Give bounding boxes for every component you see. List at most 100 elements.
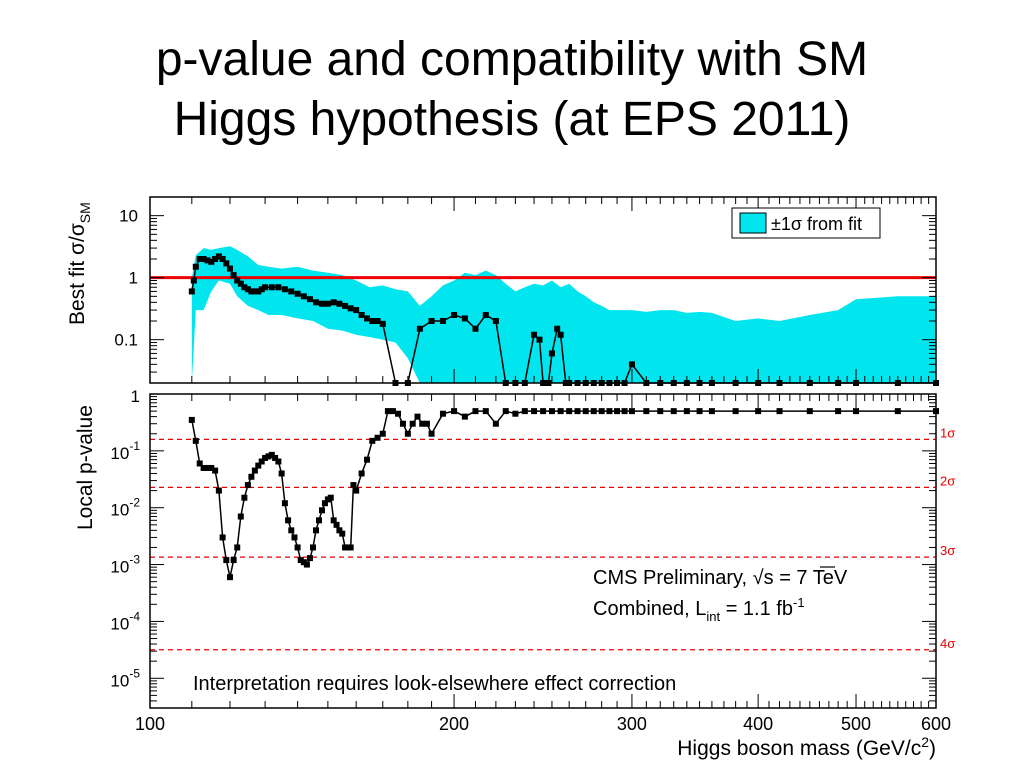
tick-exponent: -2 — [129, 496, 140, 510]
best-fit-point — [255, 288, 262, 295]
best-fit-point — [439, 318, 446, 324]
cms-line2-pre: Combined, L — [593, 598, 706, 620]
p-value-point — [241, 494, 248, 501]
p-value-point — [258, 458, 265, 465]
best-fit-point — [219, 256, 226, 262]
p-value-point — [548, 408, 555, 415]
x-tick-label: 100 — [135, 714, 165, 734]
tick-mantissa: 10 — [110, 671, 129, 690]
best-fit-point — [294, 290, 301, 297]
bottom-y-tick-label: 1 — [131, 387, 140, 406]
bottom-y-tick-labels: 110-110-210-310-410-5 — [110, 387, 140, 690]
best-fit-point — [369, 318, 376, 324]
best-fit-point — [324, 300, 331, 307]
best-fit-point — [234, 277, 241, 284]
best-fit-point — [200, 256, 207, 262]
p-value-point — [428, 430, 435, 437]
p-value-point — [894, 408, 901, 415]
p-value-point — [316, 517, 323, 524]
p-value-point — [557, 408, 564, 415]
p-value-point — [321, 500, 328, 507]
best-fit-point — [342, 302, 349, 309]
p-value-point — [230, 557, 237, 564]
p-value-point — [268, 451, 275, 458]
best-fit-point — [223, 260, 230, 267]
sqrt-symbol: √ — [753, 567, 764, 589]
p-value-point — [251, 467, 258, 474]
p-value-point — [606, 408, 613, 415]
p-value-point — [708, 408, 715, 415]
best-fit-point — [275, 284, 282, 291]
bottom-y-tick-label: 10-5 — [110, 666, 140, 690]
p-value-point — [192, 437, 199, 444]
bottom-panel-background — [150, 394, 936, 708]
cms-annotation-line2: Combined, Lint = 1.1 fb-1 — [593, 595, 805, 624]
top-y-tick-label: 10 — [119, 207, 138, 226]
p-value-point — [582, 408, 589, 415]
p-value-point — [226, 574, 233, 581]
p-value-point — [285, 517, 292, 524]
p-value-point — [696, 408, 703, 415]
cms-line2-sub: int — [706, 609, 720, 624]
legend: ±1σ from fit — [731, 207, 881, 239]
x-axis-label-sup: 2 — [921, 734, 929, 750]
best-fit-point — [196, 256, 203, 262]
p-value-point — [318, 507, 325, 514]
p-value-point — [237, 513, 244, 520]
p-value-point — [200, 464, 207, 471]
top-y-axis-label: Best fit σ/σSM — [66, 202, 93, 325]
p-value-point — [614, 408, 621, 415]
p-value-point — [399, 420, 406, 427]
p-value-point — [574, 408, 581, 415]
best-fit-point — [281, 286, 288, 293]
p-value-point — [566, 408, 573, 415]
best-fit-point — [237, 280, 244, 287]
p-value-point — [281, 500, 288, 507]
p-value-point — [657, 408, 664, 415]
p-value-point — [306, 555, 313, 562]
p-value-point — [598, 408, 605, 415]
tick-mantissa: 10 — [110, 614, 129, 633]
p-value-point — [313, 527, 320, 534]
p-value-point — [255, 462, 262, 469]
p-value-point — [531, 408, 538, 415]
tick-mantissa: 10 — [110, 501, 129, 520]
p-value-point — [389, 408, 396, 415]
p-value-point — [628, 408, 635, 415]
best-fit-point — [472, 325, 479, 332]
best-fit-point — [300, 293, 307, 300]
best-fit-point — [536, 336, 543, 343]
p-value-point — [482, 408, 489, 415]
fit-band — [191, 246, 937, 383]
p-value-point — [439, 410, 446, 417]
p-value-point — [414, 413, 421, 420]
best-fit-point — [306, 296, 313, 303]
p-value-point — [643, 408, 650, 415]
sigma-label: 3σ — [940, 543, 955, 558]
top-y-axis-label-main: Best fit σ/σ — [66, 223, 89, 325]
tick-mantissa: 10 — [110, 444, 129, 463]
p-value-point — [806, 408, 813, 415]
bottom-y-tick-label: 10-1 — [110, 439, 140, 463]
best-fit-point — [244, 286, 251, 293]
best-fit-point — [268, 284, 275, 291]
best-fit-point — [215, 253, 222, 260]
bottom-panel-frame — [149, 393, 937, 709]
p-value-point — [196, 460, 203, 467]
best-fit-point — [230, 272, 237, 279]
best-fit-point — [482, 311, 489, 318]
x-tick-label: 300 — [617, 714, 647, 734]
cms-line2-post: = 1.1 fb — [720, 598, 793, 620]
best-fit-point — [313, 299, 320, 306]
best-fit-point — [262, 284, 269, 291]
bottom-y-axis-label: Local p-value — [74, 405, 97, 530]
top-band-layer — [191, 246, 937, 383]
p-value-point — [339, 530, 346, 537]
p-value-point — [853, 408, 860, 415]
p-value-point — [374, 434, 381, 441]
p-value-point — [621, 408, 628, 415]
x-axis-label-end: ) — [929, 737, 936, 760]
sigma-label: 4σ — [940, 636, 955, 651]
